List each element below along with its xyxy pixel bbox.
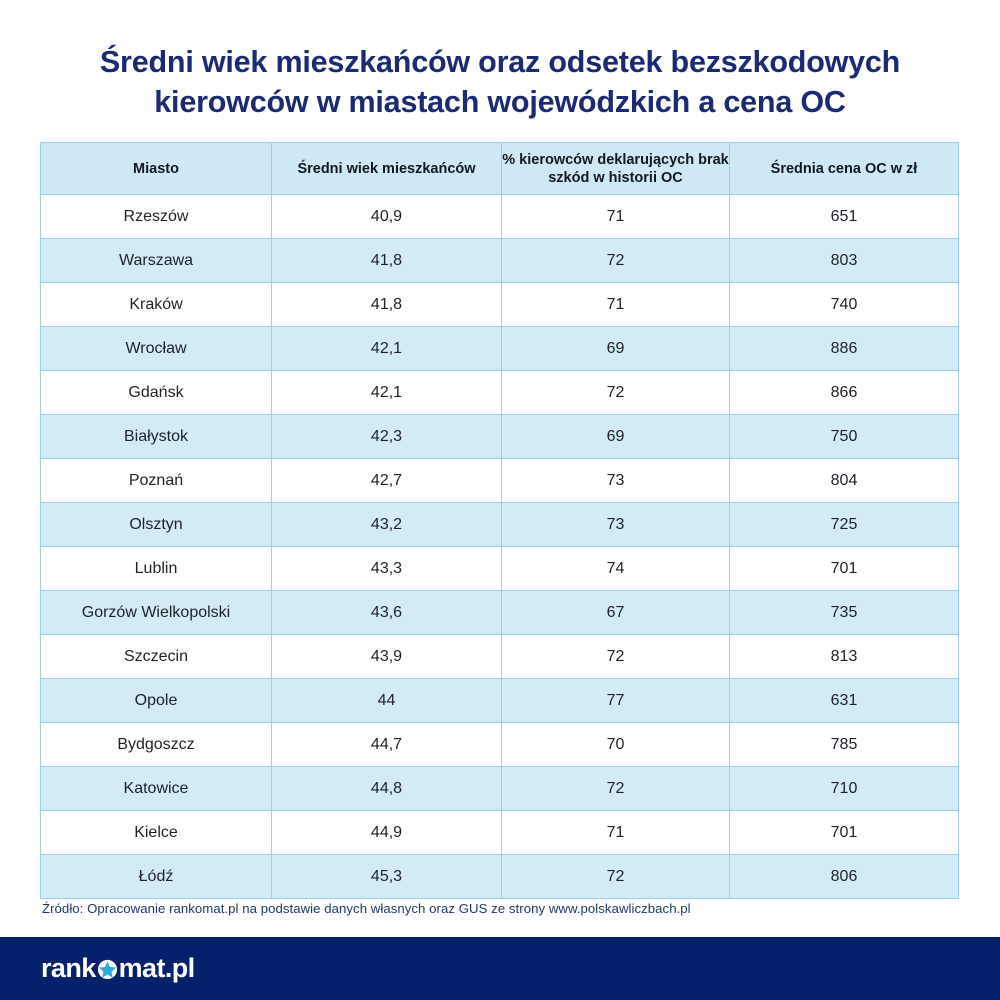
cell-average-oc-price: 804 (729, 458, 959, 503)
cell-average-age: 44,8 (271, 766, 502, 811)
cell-claim-free-percent: 73 (501, 458, 730, 503)
table-row: Katowice 44,8 72 710 (40, 766, 959, 811)
cell-average-age: 43,6 (271, 590, 502, 635)
star-icon (97, 959, 118, 980)
cell-claim-free-percent: 71 (501, 282, 730, 327)
cell-city: Rzeszów (40, 194, 272, 239)
page-title-line-1: Średni wiek mieszkańców oraz odsetek bez… (99, 45, 901, 79)
cell-average-oc-price: 813 (729, 634, 959, 679)
cell-claim-free-percent: 71 (501, 810, 730, 855)
table-row: Rzeszów 40,9 71 651 (40, 194, 959, 239)
column-header-average-oc-price: Średnia cena OC w zł (729, 142, 959, 195)
footer-bar: rank mat.pl (0, 937, 1000, 1000)
cell-claim-free-percent: 69 (501, 414, 730, 459)
column-header-city: Miasto (40, 142, 272, 195)
table-header-row: Miasto Średni wiek mieszkańców % kierowc… (40, 142, 959, 195)
cell-average-oc-price: 710 (729, 766, 959, 811)
cell-claim-free-percent: 72 (501, 766, 730, 811)
cell-average-oc-price: 651 (729, 194, 959, 239)
table-header: Miasto Średni wiek mieszkańców % kierowc… (40, 142, 959, 195)
cell-average-age: 43,9 (271, 634, 502, 679)
cell-average-oc-price: 631 (729, 678, 959, 723)
cell-average-age: 43,2 (271, 502, 502, 547)
table-row: Kraków 41,8 71 740 (40, 282, 959, 327)
table-row: Gdańsk 42,1 72 866 (40, 370, 959, 415)
cell-city: Kielce (40, 810, 272, 855)
cell-city: Warszawa (40, 238, 272, 283)
cell-average-age: 45,3 (271, 854, 502, 899)
cell-average-age: 44,7 (271, 722, 502, 767)
cell-claim-free-percent: 72 (501, 370, 730, 415)
cell-claim-free-percent: 77 (501, 678, 730, 723)
column-header-claim-free-percent: % kierowców deklarujących brak szkód w h… (501, 142, 730, 195)
cell-average-age: 41,8 (271, 282, 502, 327)
table-body: Rzeszów 40,9 71 651 Warszawa 41,8 72 803 Kraków 4… (40, 194, 959, 899)
cell-city: Szczecin (40, 634, 272, 679)
cell-city: Białystok (40, 414, 272, 459)
page-title-line-2: kierowców w miastach wojewódzkich a cena… (154, 85, 846, 119)
table-row: Olsztyn 43,2 73 725 (40, 502, 959, 547)
cell-average-age: 44,9 (271, 810, 502, 855)
cell-claim-free-percent: 69 (501, 326, 730, 371)
cell-average-age: 41,8 (271, 238, 502, 283)
cell-average-age: 42,1 (271, 326, 502, 371)
cell-average-oc-price: 806 (729, 854, 959, 899)
cell-average-oc-price: 803 (729, 238, 959, 283)
cell-city: Kraków (40, 282, 272, 327)
cell-city: Wrocław (40, 326, 272, 371)
cell-average-age: 43,3 (271, 546, 502, 591)
cell-average-oc-price: 785 (729, 722, 959, 767)
cell-average-oc-price: 701 (729, 810, 959, 855)
column-header-average-age: Średni wiek mieszkańców (271, 142, 502, 195)
table-row: Gorzów Wielkopolski 43,6 67 735 (40, 590, 959, 635)
table-row: Lublin 43,3 74 701 (40, 546, 959, 591)
cell-average-oc-price: 886 (729, 326, 959, 371)
cell-city: Bydgoszcz (40, 722, 272, 767)
cell-average-oc-price: 750 (729, 414, 959, 459)
cell-city: Gorzów Wielkopolski (40, 590, 272, 635)
city-statistics-table: Miasto Średni wiek mieszkańców % kierowc… (40, 142, 959, 899)
cell-city: Łódź (40, 854, 272, 899)
cell-claim-free-percent: 72 (501, 238, 730, 283)
cell-city: Lublin (40, 546, 272, 591)
rankomat-logo[interactable]: rank mat.pl (41, 952, 195, 984)
cell-claim-free-percent: 70 (501, 722, 730, 767)
cell-city: Poznań (40, 458, 272, 503)
cell-city: Katowice (40, 766, 272, 811)
table-row: Kielce 44,9 71 701 (40, 810, 959, 855)
cell-claim-free-percent: 72 (501, 854, 730, 899)
table-row: Poznań 42,7 73 804 (40, 458, 959, 503)
table-row: Bydgoszcz 44,7 70 785 (40, 722, 959, 767)
cell-claim-free-percent: 67 (501, 590, 730, 635)
table-row: Warszawa 41,8 72 803 (40, 238, 959, 283)
cell-average-oc-price: 735 (729, 590, 959, 635)
data-table-container: Miasto Średni wiek mieszkańców % kierowc… (40, 142, 959, 899)
logo-text-part-1: rank (41, 952, 96, 983)
source-note: Źródło: Opracowanie rankomat.pl na podst… (42, 901, 691, 916)
cell-average-oc-price: 866 (729, 370, 959, 415)
table-row: Szczecin 43,9 72 813 (40, 634, 959, 679)
table-row: Białystok 42,3 69 750 (40, 414, 959, 459)
cell-claim-free-percent: 71 (501, 194, 730, 239)
cell-average-age: 42,3 (271, 414, 502, 459)
cell-city: Gdańsk (40, 370, 272, 415)
cell-average-oc-price: 740 (729, 282, 959, 327)
cell-average-age: 42,7 (271, 458, 502, 503)
cell-claim-free-percent: 73 (501, 502, 730, 547)
cell-average-oc-price: 725 (729, 502, 959, 547)
cell-claim-free-percent: 74 (501, 546, 730, 591)
cell-city: Opole (40, 678, 272, 723)
cell-average-age: 42,1 (271, 370, 502, 415)
table-row: Łódź 45,3 72 806 (40, 854, 959, 899)
cell-city: Olsztyn (40, 502, 272, 547)
cell-average-age: 40,9 (271, 194, 502, 239)
table-row: Opole 44 77 631 (40, 678, 959, 723)
cell-claim-free-percent: 72 (501, 634, 730, 679)
logo-text-part-2: mat.pl (118, 952, 196, 983)
cell-average-oc-price: 701 (729, 546, 959, 591)
page-title: Średni wiek mieszkańców oraz odsetek bez… (0, 42, 1000, 122)
cell-average-age: 44 (271, 678, 502, 723)
table-row: Wrocław 42,1 69 886 (40, 326, 959, 371)
